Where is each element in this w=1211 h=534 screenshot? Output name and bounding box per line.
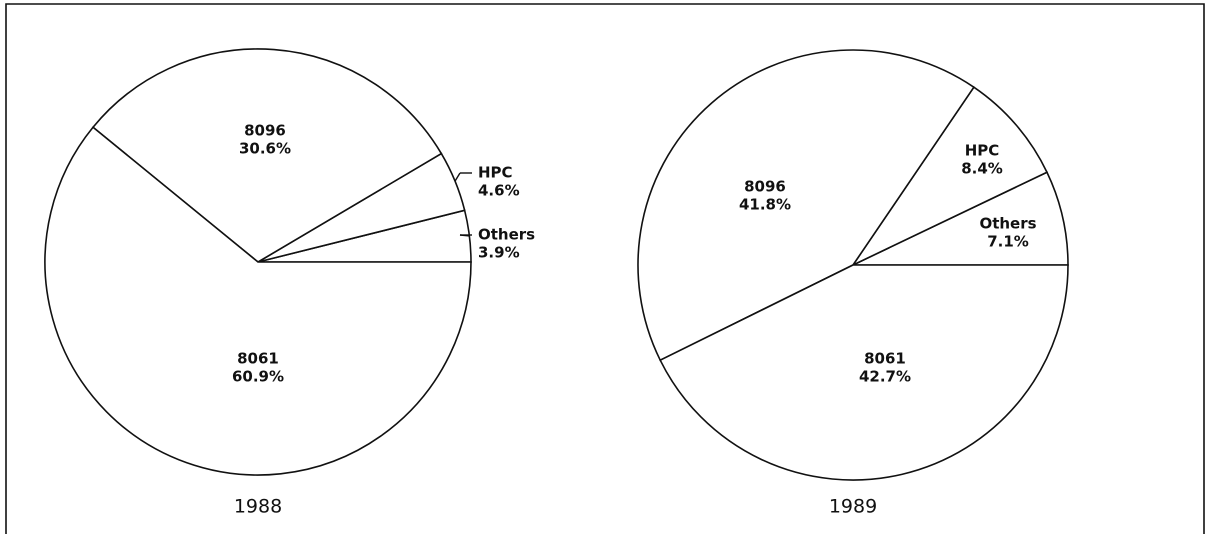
- slice-value-label: 3.9%: [478, 244, 520, 262]
- frame: [5, 3, 1205, 534]
- pie-slice: [637, 49, 975, 362]
- pie-slice: [91, 48, 443, 263]
- slice-label: 8096: [744, 178, 786, 196]
- slice-label: Others: [478, 226, 535, 244]
- slice-label: HPC: [478, 164, 513, 182]
- slice-label: HPC: [965, 142, 1000, 160]
- chart-title: 1988: [234, 496, 282, 518]
- slice-value-label: 60.9%: [232, 368, 284, 386]
- pie-slice: [850, 86, 1049, 267]
- slice-value-label: 4.6%: [478, 182, 520, 200]
- slice-label: 8096: [244, 122, 286, 140]
- slice-label: Others: [979, 215, 1036, 233]
- chart-title: 1989: [829, 496, 877, 518]
- slice-value-label: 41.8%: [739, 196, 791, 214]
- slice-label: 8061: [864, 350, 906, 368]
- slice-value-label: 7.1%: [987, 233, 1029, 251]
- leader-line: [454, 172, 461, 182]
- pie-slice: [44, 126, 472, 476]
- slice-value-label: 42.7%: [859, 368, 911, 386]
- slice-label: 8061: [237, 350, 279, 368]
- slice-value-label: 8.4%: [961, 160, 1003, 178]
- slice-value-label: 30.6%: [239, 140, 291, 158]
- pie-slice: [659, 264, 1069, 481]
